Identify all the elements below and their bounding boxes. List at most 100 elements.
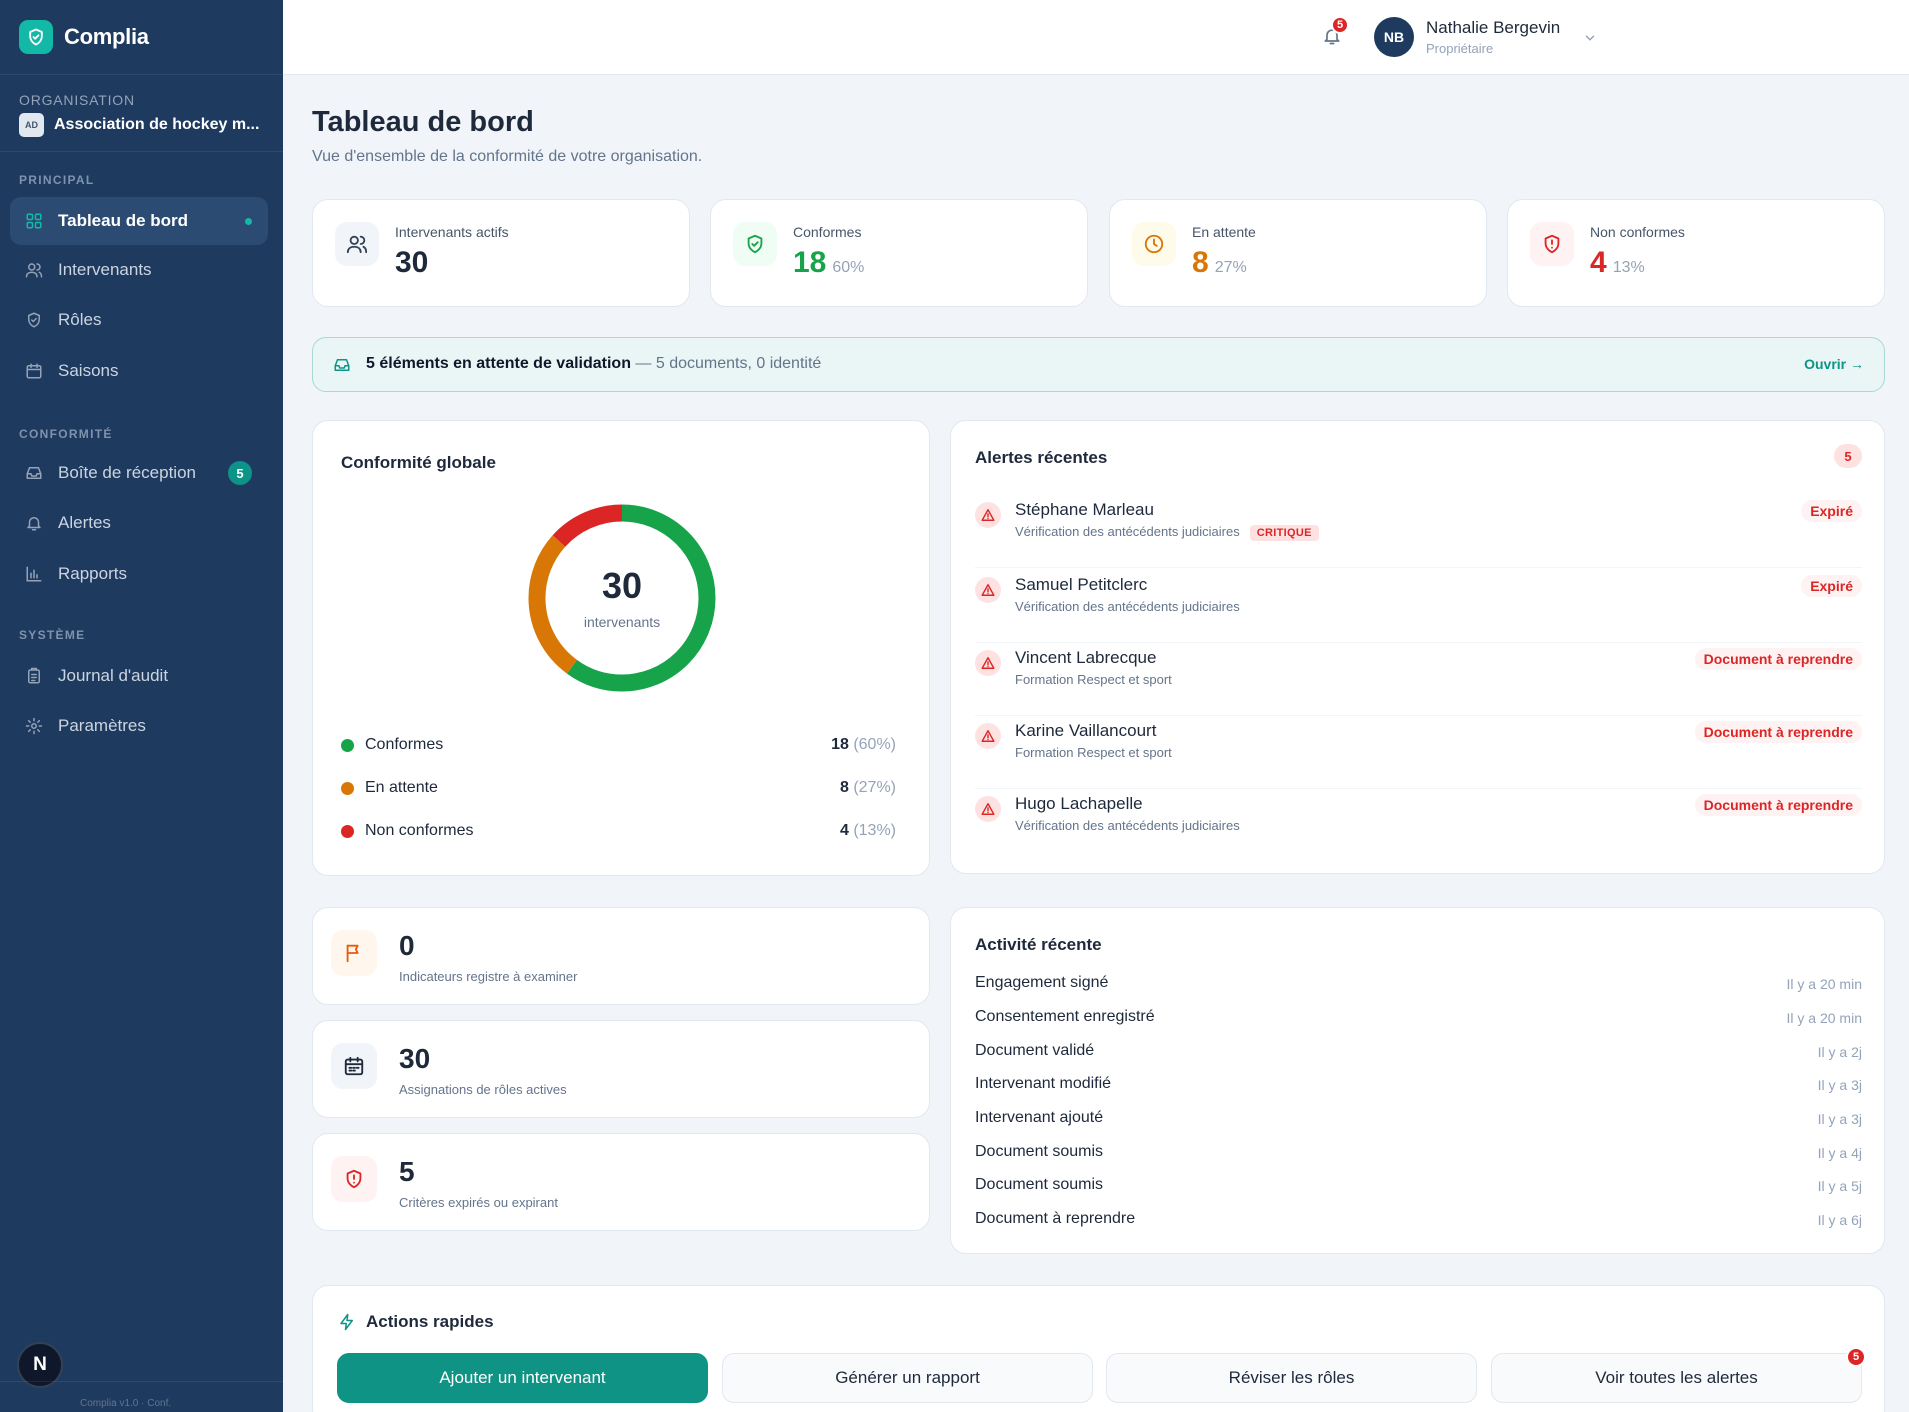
user-name[interactable]: Nathalie Bergevin	[1426, 18, 1561, 37]
mini-label: Indicateurs registre à examiner	[399, 969, 578, 984]
alert-row[interactable]: Karine Vaillancourt Formation Respect et…	[975, 717, 1862, 789]
sidebar: Complia ORGANISATION AD Association de h…	[0, 0, 283, 1412]
validation-banner[interactable]: 5 éléments en attente de validation — 5 …	[312, 337, 1885, 392]
sidebar-item-alertes[interactable]: Alertes	[10, 499, 268, 547]
legend-dot	[341, 781, 354, 795]
compliance-title: Conformité globale	[341, 453, 496, 472]
page-title: Tableau de bord	[312, 106, 534, 138]
sidebar-item-label: Boîte de réception	[58, 463, 196, 482]
sidebar-item-rapports[interactable]: Rapports	[10, 550, 268, 598]
alert-description: Vérification des antécédents judiciaires	[1015, 818, 1240, 833]
sidebar-item-inbox[interactable]: Boîte de réception 5	[10, 449, 268, 497]
organization-badge: AD	[19, 113, 44, 137]
topbar	[283, 0, 1909, 75]
activity-row: Document validé Il y a 2j	[975, 1042, 1862, 1060]
activity-row: Document à reprendre Il y a 6j	[975, 1210, 1862, 1228]
activity-time: Il y a 3j	[1817, 1111, 1862, 1127]
users-icon	[335, 222, 379, 266]
active-dot	[245, 217, 252, 225]
user-avatar[interactable]: NB	[1374, 17, 1414, 57]
mini-card-role-assignments[interactable]: 30 Assignations de rôles actives	[312, 1020, 930, 1118]
alert-row[interactable]: Vincent Labrecque Formation Respect et s…	[975, 644, 1862, 716]
brand[interactable]: Complia	[0, 0, 283, 75]
alert-status-badge: Document à reprendre	[1694, 794, 1862, 816]
legend-row-pending: En attente 8 (27%)	[341, 776, 896, 800]
activity-time: Il y a 4j	[1817, 1145, 1862, 1161]
sidebar-item-label: Saisons	[58, 361, 119, 380]
stat-label: En attente	[1192, 224, 1256, 240]
warning-triangle-icon	[975, 650, 1001, 676]
sidebar-footer: Complia v1.0 · Conf.	[0, 1381, 283, 1409]
chevron-down-icon[interactable]	[1583, 31, 1597, 50]
stat-percent: 60%	[832, 259, 865, 276]
stat-value: 4 13%	[1590, 246, 1645, 279]
stat-card-pending[interactable]: En attente 8 27%	[1109, 199, 1487, 307]
stat-card-noncompliant[interactable]: Non conformes 4 13%	[1507, 199, 1885, 307]
sidebar-item-dashboard[interactable]: Tableau de bord	[10, 197, 268, 245]
stat-percent: 13%	[1612, 259, 1645, 276]
stat-value: 18 60%	[793, 246, 865, 279]
page-subtitle: Vue d'ensemble de la conformité de votre…	[312, 148, 703, 165]
sidebar-item-roles[interactable]: Rôles	[10, 296, 268, 344]
activity-time: Il y a 2j	[1817, 1044, 1862, 1060]
sidebar-item-settings[interactable]: Paramètres	[10, 702, 268, 750]
legend-value: 18 (60%)	[831, 736, 896, 753]
stat-card-active[interactable]: Intervenants actifs 30	[312, 199, 690, 307]
sidebar-item-intervenants[interactable]: Intervenants	[10, 246, 268, 294]
legend-label: Non conformes	[365, 822, 474, 839]
stat-value: 8 27%	[1192, 246, 1247, 279]
dev-tools-avatar[interactable]: N	[17, 1342, 63, 1388]
mini-card-expiring-criteria[interactable]: 5 Critères expirés ou expirant	[312, 1133, 930, 1231]
alert-row[interactable]: Hugo Lachapelle Vérification des antécéd…	[975, 790, 1862, 862]
alert-status-badge: Document à reprendre	[1694, 648, 1862, 670]
activity-row: Intervenant ajouté Il y a 3j	[975, 1109, 1862, 1127]
shield-logo-icon	[19, 20, 53, 54]
organization-switcher[interactable]: ORGANISATION AD Association de hockey m.…	[0, 75, 283, 152]
sidebar-item-saisons[interactable]: Saisons	[10, 347, 268, 395]
shield-icon	[28, 312, 40, 328]
donut-segment-2	[528, 504, 716, 692]
stat-label: Conformes	[793, 224, 862, 240]
activity-row: Document soumis Il y a 4j	[975, 1143, 1862, 1161]
quick-actions-title: Actions rapides	[366, 1312, 494, 1331]
legend-value: 8 (27%)	[839, 779, 896, 796]
legend-label: En attente	[365, 779, 438, 796]
mini-label: Critères expirés ou expirant	[399, 1195, 558, 1210]
activity-row: Document soumis Il y a 5j	[975, 1176, 1862, 1194]
activity-title: Activité récente	[975, 935, 1102, 954]
alerts-button-badge: 5	[1846, 1347, 1866, 1367]
sidebar-item-label: Tableau de bord	[58, 211, 189, 230]
alert-row[interactable]: Stéphane Marleau Vérification des antécé…	[975, 496, 1862, 568]
users-icon	[25, 263, 43, 278]
bar-chart-icon	[26, 566, 42, 582]
sidebar-item-audit-log[interactable]: Journal d'audit	[10, 652, 268, 700]
mini-label: Assignations de rôles actives	[399, 1082, 567, 1097]
activity-time: Il y a 6j	[1817, 1212, 1862, 1228]
calendar-icon	[26, 363, 42, 379]
warning-triangle-icon	[975, 577, 1001, 603]
inbox-icon	[26, 467, 42, 479]
legend-dot	[341, 738, 354, 752]
generate-report-button[interactable]: Générer un rapport	[722, 1353, 1093, 1403]
sidebar-item-label: Alertes	[58, 513, 111, 532]
sidebar-item-label: Rôles	[58, 310, 102, 329]
review-roles-button[interactable]: Réviser les rôles	[1106, 1353, 1477, 1403]
activity-time: Il y a 3j	[1817, 1077, 1862, 1093]
sidebar-item-label: Rapports	[58, 564, 127, 583]
alert-description: Formation Respect et sport	[1015, 672, 1172, 687]
donut-total: 30	[601, 565, 643, 606]
mini-card-registry-flags[interactable]: 0 Indicateurs registre à examiner	[312, 907, 930, 1005]
alerts-count-badge: 5	[1834, 444, 1862, 468]
banner-open-link[interactable]: Ouvrir →	[1804, 356, 1864, 372]
mini-value: 30	[399, 1043, 431, 1074]
view-all-alerts-button[interactable]: Voir toutes les alertes	[1491, 1353, 1862, 1403]
clipboard-icon	[28, 667, 40, 684]
legend-dot	[341, 824, 354, 838]
stat-card-compliant[interactable]: Conformes 18 60%	[710, 199, 1088, 307]
lightning-icon	[340, 1313, 353, 1331]
alert-row[interactable]: Samuel Petitclerc Vérification des antéc…	[975, 571, 1862, 643]
stat-label: Intervenants actifs	[395, 224, 509, 240]
alert-description: Vérification des antécédents judiciaires	[1015, 599, 1240, 614]
add-intervenant-button[interactable]: Ajouter un intervenant	[337, 1353, 708, 1403]
alert-description: Formation Respect et sport	[1015, 745, 1172, 760]
